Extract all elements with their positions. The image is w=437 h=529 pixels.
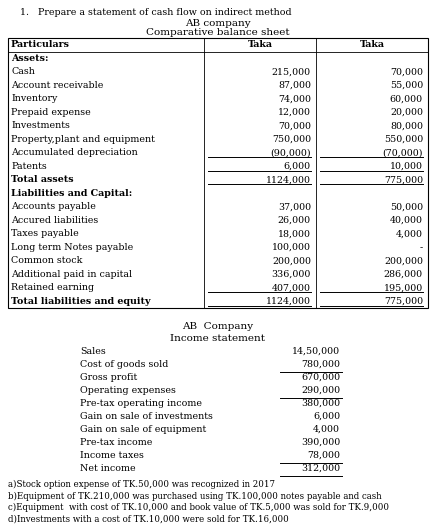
Text: Comparative balance sheet: Comparative balance sheet [146, 28, 290, 37]
Text: Investments: Investments [11, 121, 70, 130]
Text: Patents: Patents [11, 162, 47, 171]
Text: 780,000: 780,000 [301, 360, 340, 369]
Text: 775,000: 775,000 [384, 297, 423, 306]
Text: 312,000: 312,000 [301, 464, 340, 473]
Text: AB company: AB company [185, 19, 251, 28]
Text: 775,000: 775,000 [384, 175, 423, 184]
Text: Gain on sale of equipment: Gain on sale of equipment [80, 425, 206, 434]
Text: 50,000: 50,000 [390, 202, 423, 211]
Text: Retained earning: Retained earning [11, 283, 94, 292]
Text: 6,000: 6,000 [284, 162, 311, 171]
Text: Income statement: Income statement [170, 334, 266, 343]
Text: 18,000: 18,000 [278, 229, 311, 238]
Text: 195,000: 195,000 [384, 283, 423, 292]
Text: b)Equipment of TK.210,000 was purchased using TK.100,000 notes payable and cash: b)Equipment of TK.210,000 was purchased … [8, 491, 382, 500]
Text: Accured liabilities: Accured liabilities [11, 216, 98, 225]
Text: 200,000: 200,000 [384, 256, 423, 265]
Text: c)Equipment  with cost of TK.10,000 and book value of TK.5,000 was sold for TK.9: c)Equipment with cost of TK.10,000 and b… [8, 503, 389, 512]
Text: Pre-tax operating income: Pre-tax operating income [80, 399, 202, 408]
Text: 1124,000: 1124,000 [266, 175, 311, 184]
Text: Common stock: Common stock [11, 256, 83, 265]
Text: 87,000: 87,000 [278, 81, 311, 90]
Text: 70,000: 70,000 [390, 67, 423, 76]
Text: Inventory: Inventory [11, 94, 57, 103]
Text: Cash: Cash [11, 67, 35, 76]
Text: 286,000: 286,000 [384, 270, 423, 279]
Text: 750,000: 750,000 [272, 135, 311, 144]
Text: Sales: Sales [80, 347, 106, 356]
Text: Property,plant and equipment: Property,plant and equipment [11, 135, 155, 144]
Text: Accounts payable: Accounts payable [11, 202, 96, 211]
Text: 20,000: 20,000 [390, 108, 423, 117]
Text: 70,000: 70,000 [278, 121, 311, 130]
Text: Net income: Net income [80, 464, 135, 473]
Text: 200,000: 200,000 [272, 256, 311, 265]
Text: 37,000: 37,000 [278, 202, 311, 211]
Text: Taka: Taka [360, 40, 385, 49]
Text: 40,000: 40,000 [390, 216, 423, 225]
Text: Long term Notes payable: Long term Notes payable [11, 243, 133, 252]
Text: Total assets: Total assets [11, 175, 73, 184]
Text: 4,000: 4,000 [396, 229, 423, 238]
Text: 6,000: 6,000 [313, 412, 340, 421]
Text: 215,000: 215,000 [272, 67, 311, 76]
Text: Taka: Taka [247, 40, 273, 49]
Text: a)Stock option expense of TK.50,000 was recognized in 2017: a)Stock option expense of TK.50,000 was … [8, 480, 275, 489]
Text: Liabilities and Capital:: Liabilities and Capital: [11, 189, 132, 198]
Text: 78,000: 78,000 [307, 451, 340, 460]
Text: Prepaid expense: Prepaid expense [11, 108, 91, 117]
Text: AB  Company: AB Company [182, 322, 253, 331]
Text: d)Investments with a cost of TK.10,000 were sold for TK.16,000: d)Investments with a cost of TK.10,000 w… [8, 515, 289, 524]
Text: 380,000: 380,000 [301, 399, 340, 408]
Text: Pre-tax income: Pre-tax income [80, 438, 153, 447]
Text: -: - [420, 243, 423, 252]
Text: 407,000: 407,000 [272, 283, 311, 292]
Text: (90,000): (90,000) [271, 148, 311, 157]
Text: Income taxes: Income taxes [80, 451, 144, 460]
Text: 390,000: 390,000 [301, 438, 340, 447]
Text: Gross profit: Gross profit [80, 373, 137, 382]
Text: 80,000: 80,000 [390, 121, 423, 130]
Text: 1124,000: 1124,000 [266, 297, 311, 306]
Text: 10,000: 10,000 [390, 162, 423, 171]
Text: 670,000: 670,000 [301, 373, 340, 382]
Text: 4,000: 4,000 [313, 425, 340, 434]
Text: 100,000: 100,000 [272, 243, 311, 252]
Text: Particulars: Particulars [11, 40, 70, 49]
Text: 55,000: 55,000 [390, 81, 423, 90]
Text: 14,50,000: 14,50,000 [292, 347, 340, 356]
Text: 550,000: 550,000 [384, 135, 423, 144]
Bar [8, 38, 428, 308]
Text: 336,000: 336,000 [272, 270, 311, 279]
Text: Additional paid in capital: Additional paid in capital [11, 270, 132, 279]
Text: Taxes payable: Taxes payable [11, 229, 79, 238]
Text: 12,000: 12,000 [278, 108, 311, 117]
Text: 74,000: 74,000 [278, 94, 311, 103]
Text: Accumulated depreciation: Accumulated depreciation [11, 148, 138, 157]
Text: Account receivable: Account receivable [11, 81, 104, 90]
Text: Gain on sale of investments: Gain on sale of investments [80, 412, 213, 421]
Text: Assets:: Assets: [11, 54, 49, 63]
Text: 26,000: 26,000 [278, 216, 311, 225]
Text: 60,000: 60,000 [390, 94, 423, 103]
Text: Operating expenses: Operating expenses [80, 386, 176, 395]
Text: (70,000): (70,000) [382, 148, 423, 157]
Text: Cost of goods sold: Cost of goods sold [80, 360, 168, 369]
Text: 1.   Prepare a statement of cash flow on indirect method: 1. Prepare a statement of cash flow on i… [20, 8, 291, 17]
Text: Total liabilities and equity: Total liabilities and equity [11, 297, 150, 306]
Text: 290,000: 290,000 [301, 386, 340, 395]
